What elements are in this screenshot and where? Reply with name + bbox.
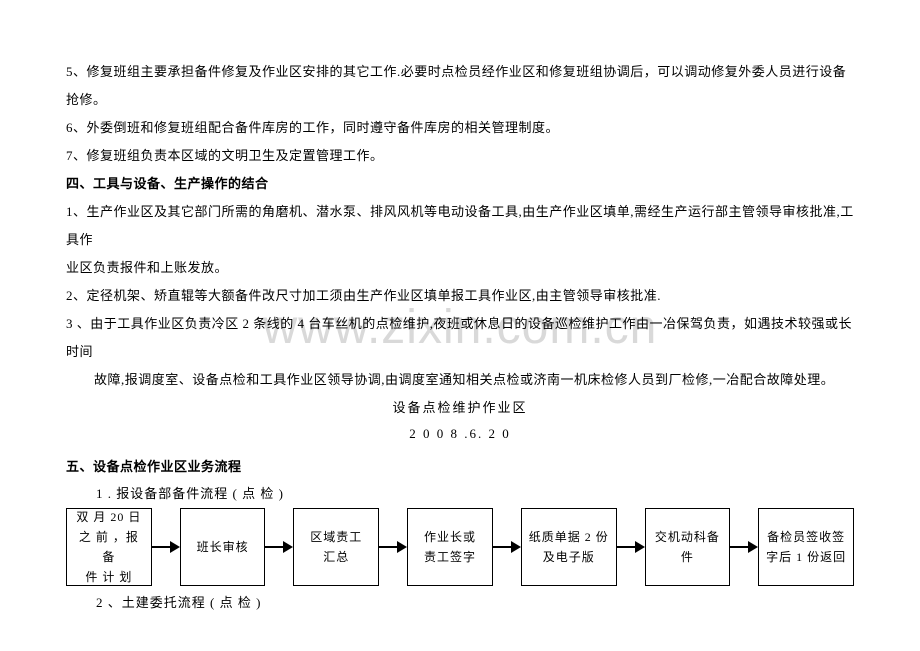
paragraph-5: 5、修复班组主要承担备件修复及作业区安排的其它工作.必要时点检员经作业区和修复班… [66,58,854,114]
flow-node-3: 区域责工 汇总 [293,508,379,586]
flow-node-6: 交机动科备 件 [645,508,731,586]
flow-1-title: 1 . 报设备部备件流程 ( 点 检 ) [96,483,854,502]
flow-node-1: 双 月 20 日 之 前 ，报 备 件 计 划 [66,508,152,586]
arrow-icon [730,541,758,553]
paragraph-4-2: 2、定径机架、矫直辊等大额备件改尺寸加工须由生产作业区填单报工具作业区,由主管领… [66,282,854,310]
heading-5: 五、设备点检作业区业务流程 [66,456,854,475]
document-body: 5、修复班组主要承担备件修复及作业区安排的其它工作.必要时点检员经作业区和修复班… [0,0,920,611]
arrow-icon [152,541,180,553]
flowchart-1: 双 月 20 日 之 前 ，报 备 件 计 划 班长审核 区域责工 汇总 作业长… [66,508,854,586]
paragraph-4-3a: 3 、由于工具作业区负责冷区 2 条线的 4 台车丝机的点检维护,夜班或休息日的… [66,310,854,366]
paragraph-4-1a: 1、生产作业区及其它部门所需的角磨机、潜水泵、排风风机等电动设备工具,由生产作业… [66,198,854,254]
flow-node-text: 区域责工 [310,527,362,547]
arrow-icon [265,541,293,553]
flow-node-text: 班长审核 [197,537,249,557]
flow-node-text: 及电子版 [543,547,595,567]
flow-node-text: 纸质单据 2 份 [529,527,609,547]
paragraph-4-1b: 业区负责报件和上账发放。 [66,254,854,282]
flow-node-5: 纸质单据 2 份 及电子版 [521,508,617,586]
date-line: 2 0 0 8 .6. 2 0 [66,422,854,446]
flow-node-text: 汇总 [323,547,349,567]
heading-4: 四、工具与设备、生产操作的结合 [66,170,854,198]
flow-node-text: 字后 1 份返回 [766,547,846,567]
flow-node-4: 作业长或 责工签字 [407,508,493,586]
paragraph-7: 7、修复班组负责本区域的文明卫生及定置管理工作。 [66,142,854,170]
flow-node-text: 责工签字 [424,547,476,567]
flow-node-text: 件 [681,547,694,567]
paragraph-6: 6、外委倒班和修复班组配合备件库房的工作，同时遵守备件库房的相关管理制度。 [66,114,854,142]
paragraph-4-3b: 故障,报调度室、设备点检和工具作业区领导协调,由调度室通知相关点检或济南一机床检… [66,366,854,394]
flow-node-text: 交机动科备 [655,527,720,547]
arrow-icon [379,541,407,553]
flow-node-text: 作业长或 [424,527,476,547]
flow-node-text: 双 月 20 日 [76,507,141,527]
flow-node-2: 班长审核 [180,508,266,586]
arrow-icon [617,541,645,553]
flow-node-text: 备检员签收签 [767,527,845,547]
flow-node-7: 备检员签收签 字后 1 份返回 [758,508,854,586]
flow-node-text: 之 前 ，报 备 [71,527,147,567]
signature-line: 设备点检维护作业区 [66,396,854,420]
page-number: 3 [0,583,854,599]
arrow-icon [493,541,521,553]
